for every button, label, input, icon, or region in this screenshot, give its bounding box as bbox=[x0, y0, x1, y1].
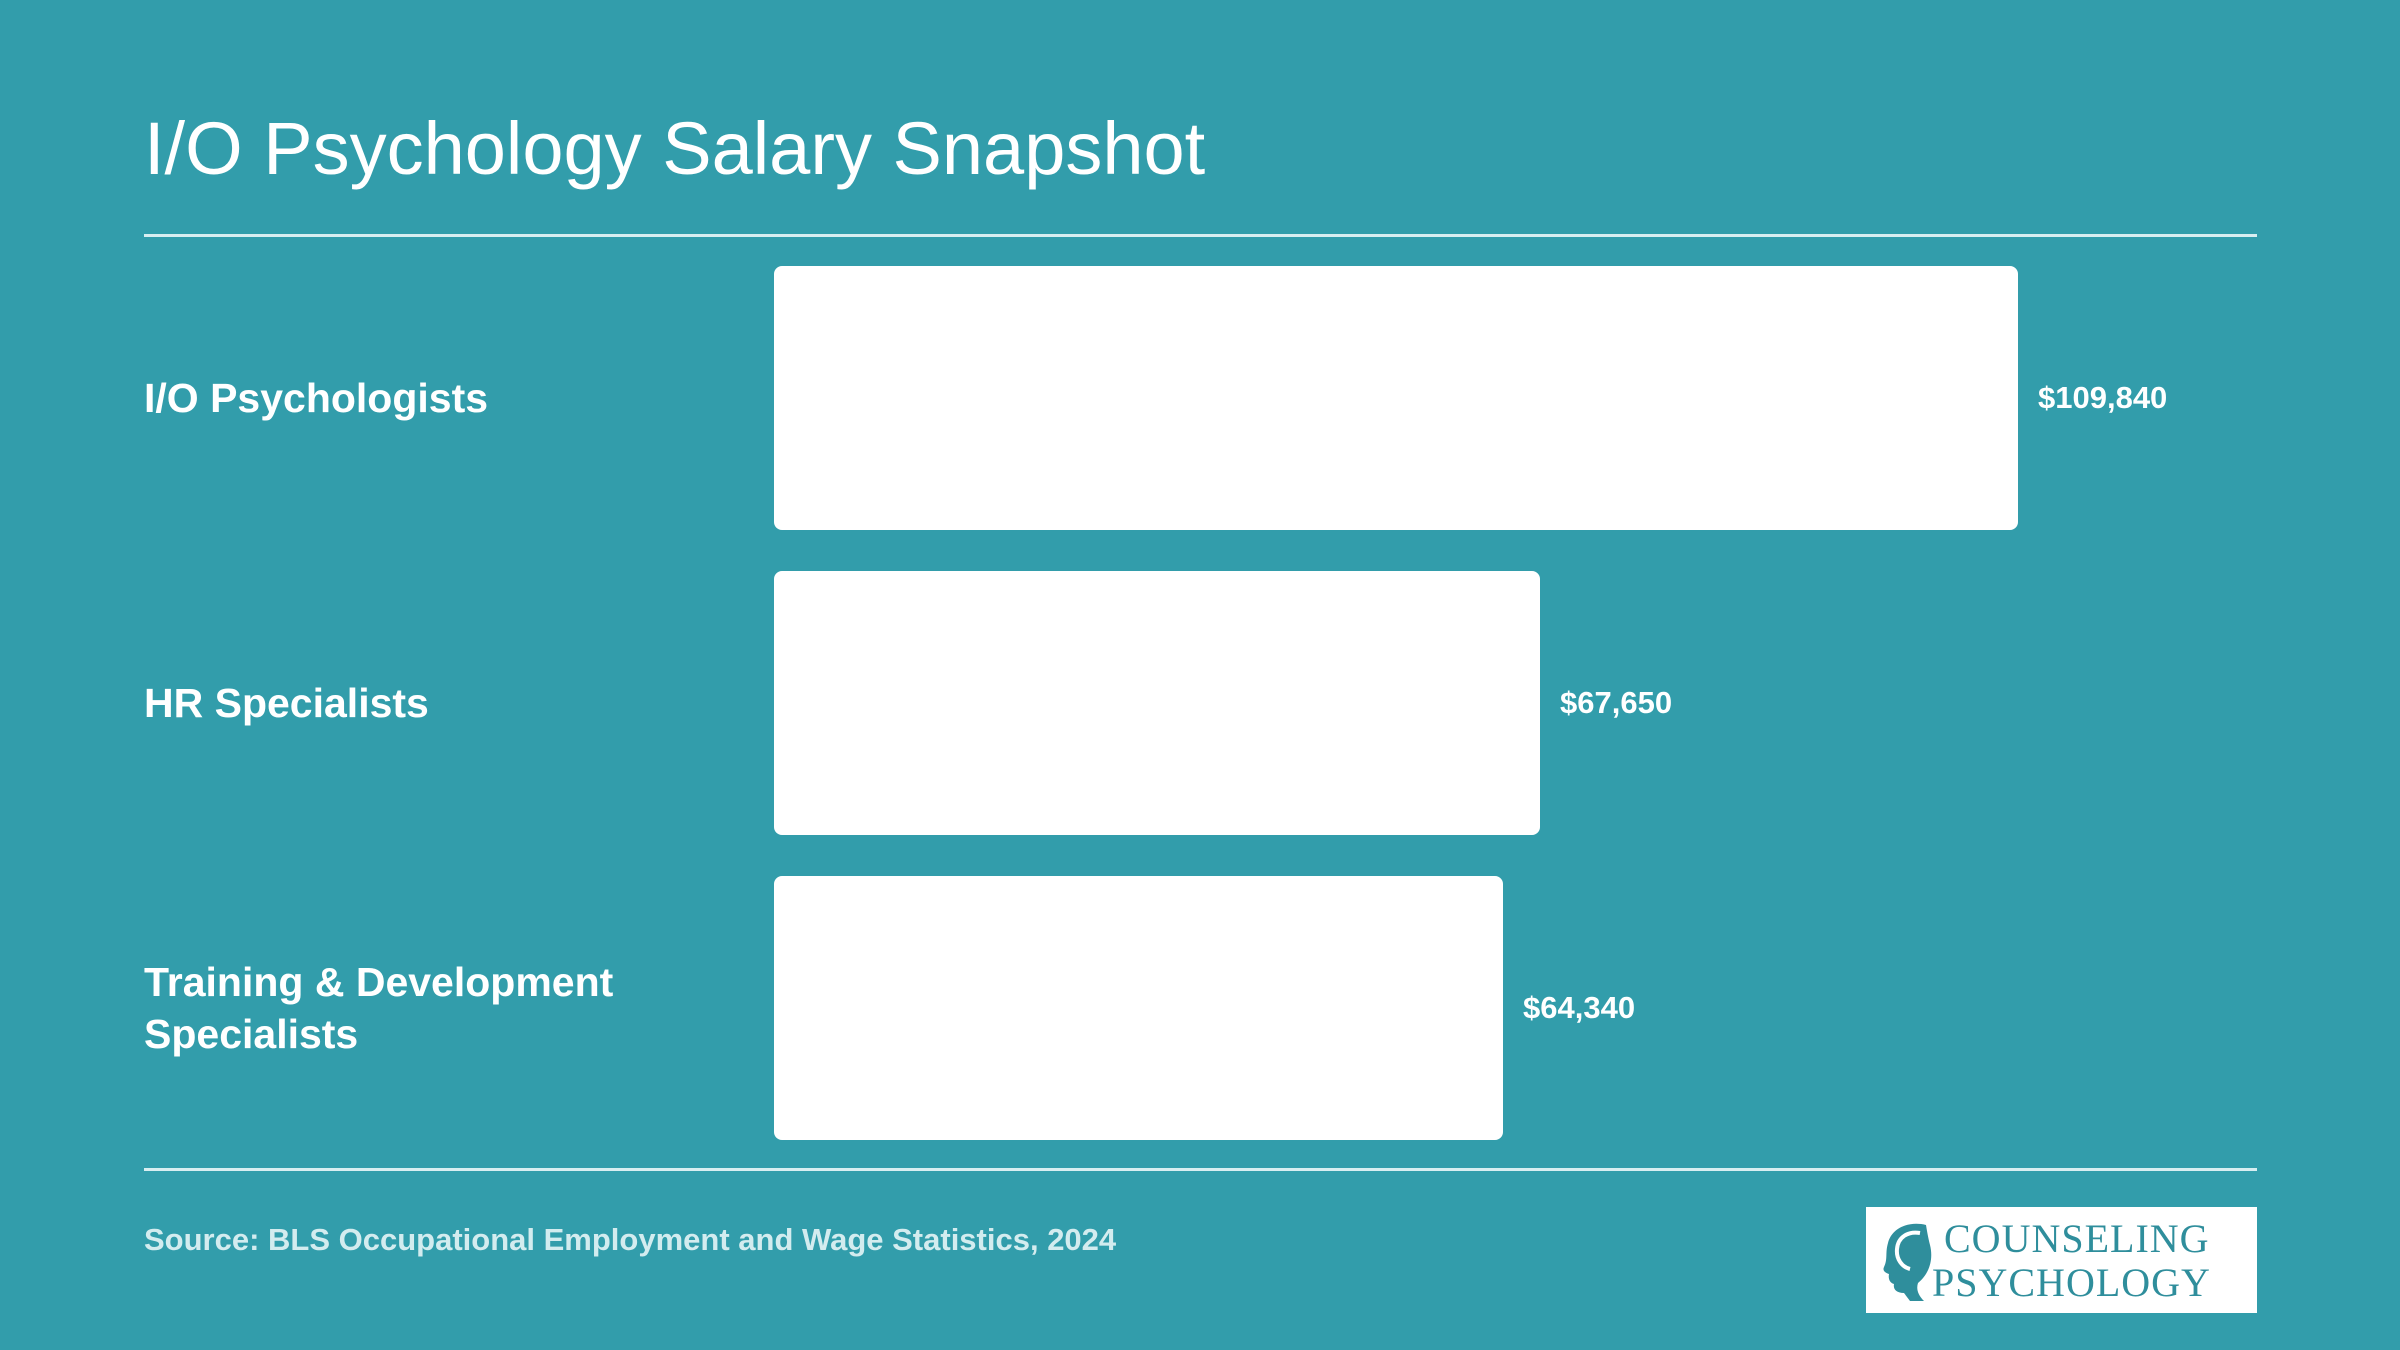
bar-1 bbox=[774, 266, 2018, 530]
bottom-divider bbox=[144, 1168, 2257, 1171]
category-label-3: Training & Development Specialists bbox=[144, 959, 614, 1057]
value-label-1: $109,840 bbox=[2038, 380, 2168, 415]
value-label-2: $67,650 bbox=[1560, 685, 1673, 720]
logo-line-2: PSYCHOLOGY bbox=[1932, 1260, 2211, 1305]
counseling-psychology-logo: COUNSELING PSYCHOLOGY bbox=[1866, 1207, 2257, 1313]
category-label-2: HR Specialists bbox=[144, 680, 429, 726]
top-divider bbox=[144, 234, 2257, 237]
bar-3 bbox=[774, 876, 1503, 1140]
category-label-1: I/O Psychologists bbox=[144, 375, 489, 421]
source-note: Source: BLS Occupational Employment and … bbox=[144, 1222, 1117, 1257]
head-silhouette-icon bbox=[1883, 1223, 1932, 1301]
chart-title: I/O Psychology Salary Snapshot bbox=[144, 107, 1206, 190]
value-label-3: $64,340 bbox=[1523, 990, 1636, 1025]
bar-2 bbox=[774, 571, 1540, 835]
logo-line-1: COUNSELING bbox=[1944, 1216, 2210, 1261]
